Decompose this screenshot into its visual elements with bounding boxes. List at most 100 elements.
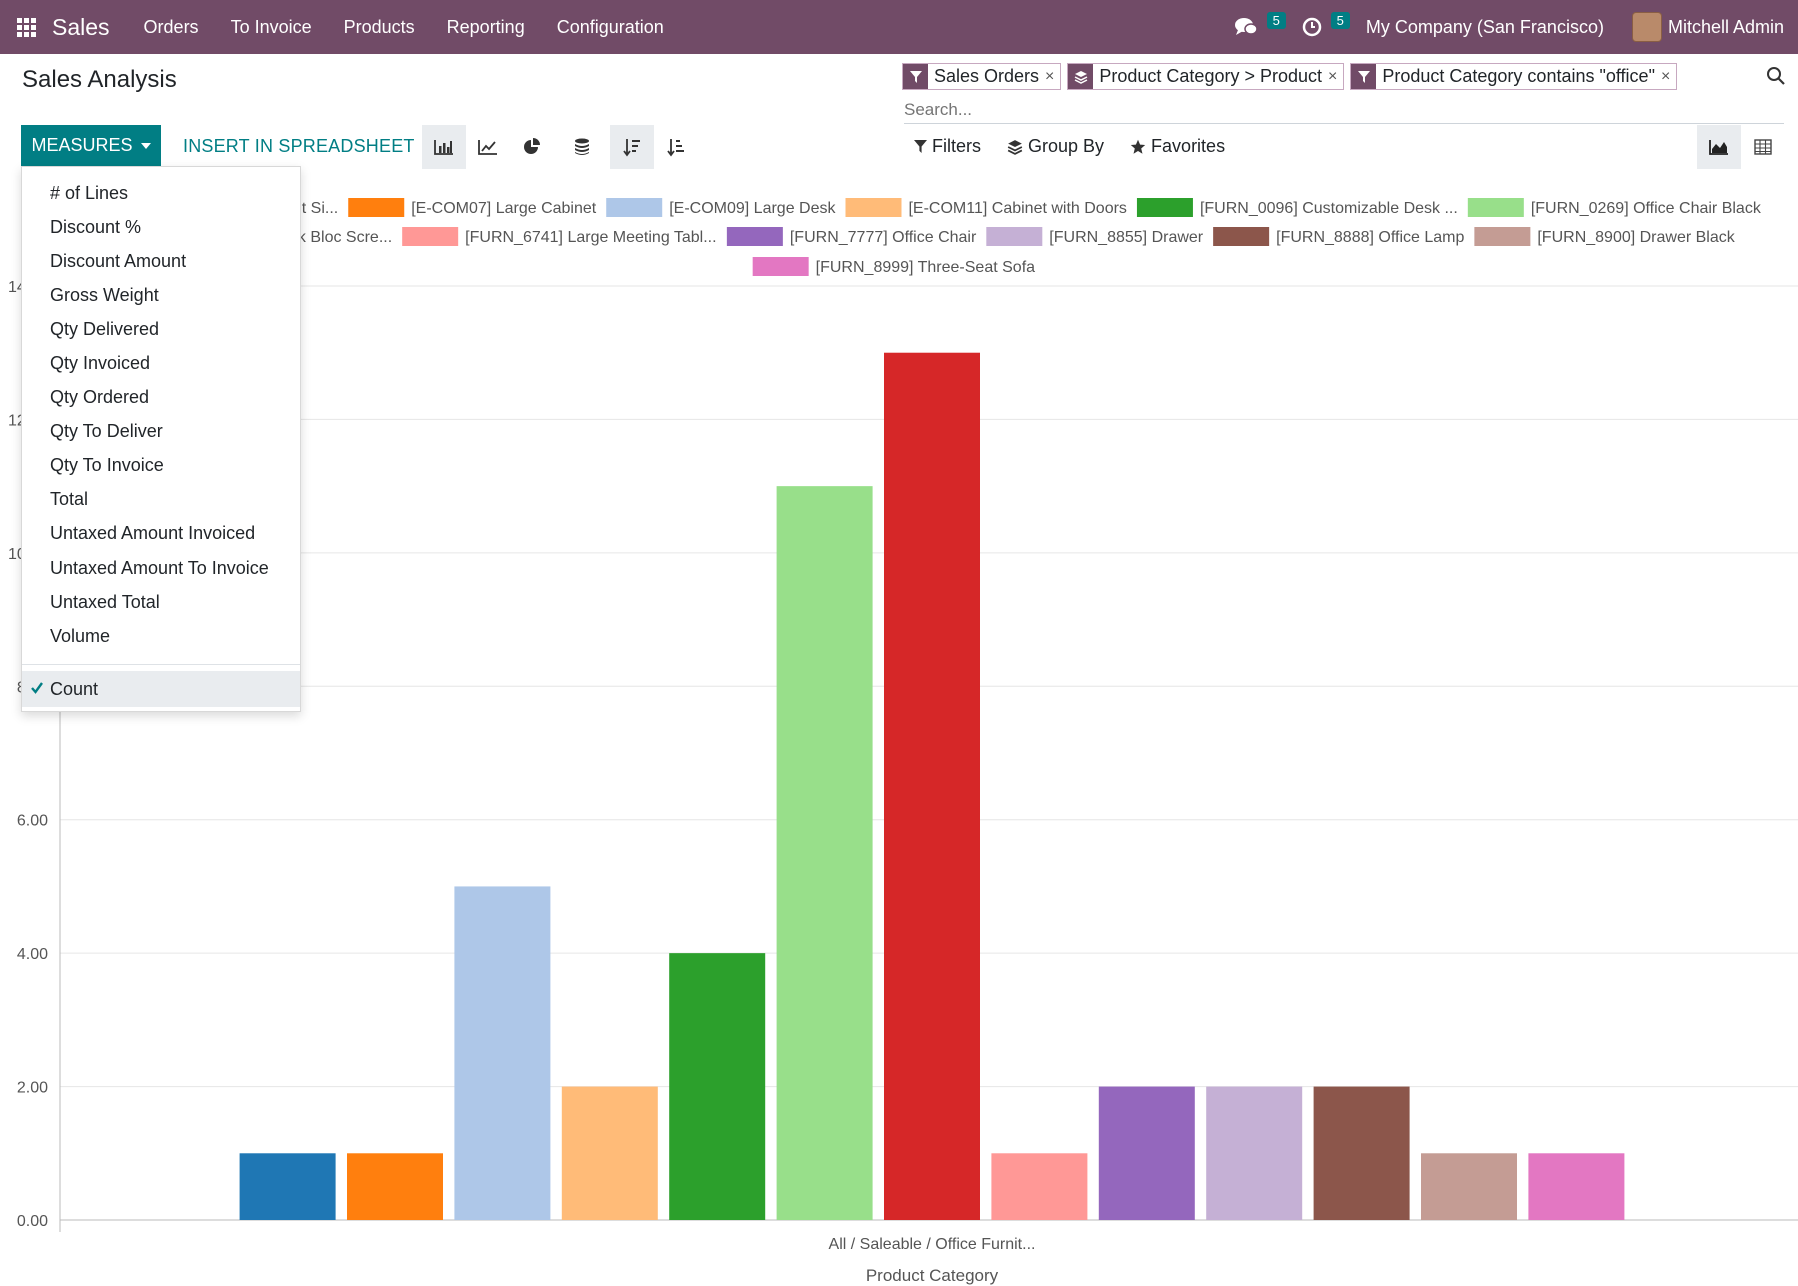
clock-icon [1302, 17, 1322, 37]
measure-untaxed-amount-to-invoice[interactable]: Untaxed Amount To Invoice [50, 557, 269, 578]
bar[interactable] [1098, 1086, 1195, 1220]
facet-sales-orders[interactable]: Sales Orders × [902, 63, 1062, 90]
favorites-button[interactable]: Favorites [1130, 136, 1225, 157]
bar[interactable] [1206, 1086, 1303, 1220]
messages-button[interactable]: 5 [1220, 0, 1288, 54]
search-input[interactable] [904, 96, 1784, 124]
activities-button[interactable]: 5 [1288, 0, 1352, 54]
measure-gross-weight[interactable]: Gross Weight [50, 284, 159, 305]
measure-qty-to-invoice[interactable]: Qty To Invoice [50, 455, 164, 476]
user-menu[interactable]: Mitchell Admin [1618, 0, 1798, 54]
close-icon[interactable]: × [1045, 67, 1055, 85]
legend-label[interactable]: [FURN_8999] Three-Seat Sofa [816, 259, 1035, 276]
company-switcher[interactable]: My Company (San Francisco) [1365, 16, 1604, 37]
sort-descending-button[interactable] [610, 125, 654, 169]
app-menu-icon[interactable] [0, 0, 52, 54]
chart-legend: [E-COM06] Corner Desk Right Si...[E-COM0… [27, 198, 1762, 276]
legend-swatch[interactable] [845, 198, 902, 217]
y-tick-label: 0.00 [17, 1213, 48, 1230]
bar[interactable] [669, 953, 766, 1220]
measure-untaxed-total[interactable]: Untaxed Total [50, 591, 160, 612]
legend-swatch[interactable] [402, 227, 459, 246]
bar[interactable] [884, 352, 980, 1220]
bar[interactable] [454, 886, 551, 1220]
bar[interactable] [1421, 1153, 1517, 1220]
menu-orders[interactable]: Orders [143, 16, 199, 37]
sort-ascending-button[interactable] [654, 125, 698, 169]
bar[interactable] [1528, 1153, 1625, 1220]
legend-label[interactable]: [FURN_8900] Drawer Black [1537, 229, 1735, 246]
measure-qty-invoiced[interactable]: Qty Invoiced [50, 353, 151, 374]
legend-label[interactable]: [FURN_0269] Office Chair Black [1531, 200, 1762, 217]
y-tick-label: 6.00 [17, 813, 48, 830]
legend-swatch[interactable] [348, 198, 405, 217]
menu-reporting[interactable]: Reporting [446, 16, 525, 37]
measure-discount-percent[interactable]: Discount % [50, 216, 142, 237]
menu-to-invoice[interactable]: To Invoice [230, 16, 312, 37]
legend-label[interactable]: [E-COM11] Cabinet with Doors [908, 200, 1126, 217]
line-chart-button[interactable] [466, 125, 510, 169]
search-facets: Sales Orders × Product Category > Produc… [902, 63, 1678, 90]
facet-group-by[interactable]: Product Category > Product × [1067, 63, 1345, 90]
legend-swatch[interactable] [1213, 227, 1270, 246]
legend-label[interactable]: [FURN_7777] Office Chair [790, 229, 977, 246]
close-icon[interactable]: × [1660, 67, 1671, 85]
y-tick-label: 4.00 [17, 946, 48, 963]
filter-icon [903, 64, 928, 89]
bar-chart-button[interactable] [422, 125, 466, 169]
legend-swatch[interactable] [606, 198, 663, 217]
measures-label: MEASURES [31, 135, 133, 155]
messages-badge: 5 [1266, 12, 1286, 29]
menu-configuration[interactable]: Configuration [556, 16, 664, 37]
app-brand[interactable]: Sales [52, 13, 110, 40]
bar[interactable] [991, 1153, 1088, 1220]
legend-swatch[interactable] [986, 227, 1043, 246]
view-switcher [1697, 125, 1785, 169]
bar[interactable] [561, 1086, 658, 1220]
group-by-button[interactable]: Group By [1007, 136, 1104, 157]
measure-volume[interactable]: Volume [50, 625, 111, 646]
legend-swatch[interactable] [726, 227, 783, 246]
facet-category-filter[interactable]: Product Category contains "office" × [1350, 63, 1678, 90]
area-chart-icon [1709, 140, 1728, 155]
measure-untaxed-amount-invoiced[interactable]: Untaxed Amount Invoiced [50, 523, 256, 544]
legend-swatch[interactable] [752, 257, 809, 276]
legend-label[interactable]: [FURN_8888] Office Lamp [1276, 229, 1464, 246]
page-title[interactable]: Sales Analysis [22, 66, 177, 93]
measure-lines[interactable]: # of Lines [50, 182, 129, 203]
stacked-button[interactable] [560, 125, 604, 169]
pie-chart-button[interactable] [510, 125, 554, 169]
legend-swatch[interactable] [1474, 227, 1531, 246]
measure-total[interactable]: Total [50, 489, 89, 510]
legend-label[interactable]: [E-COM07] Large Cabinet [411, 200, 597, 217]
legend-swatch[interactable] [1467, 198, 1524, 217]
graph-view-button[interactable] [1697, 125, 1741, 169]
activities-badge: 5 [1330, 12, 1350, 29]
bar[interactable] [1313, 1086, 1410, 1220]
bar[interactable] [347, 1153, 443, 1220]
menu-products[interactable]: Products [343, 16, 415, 37]
search-icon[interactable] [1766, 66, 1786, 86]
pie-chart-icon [524, 138, 540, 154]
check-icon [31, 682, 43, 695]
filters-button[interactable]: Filters [914, 136, 981, 157]
legend-label[interactable]: [FURN_0096] Customizable Desk ... [1200, 200, 1458, 217]
filter-icon [914, 140, 927, 153]
measure-qty-ordered[interactable]: Qty Ordered [50, 387, 150, 408]
measure-qty-to-deliver[interactable]: Qty To Deliver [50, 421, 163, 442]
legend-label[interactable]: [E-COM09] Large Desk [669, 200, 836, 217]
insert-spreadsheet-button[interactable]: INSERT IN SPREADSHEET [183, 136, 415, 156]
legend-label[interactable]: [FURN_6741] Large Meeting Tabl... [465, 229, 716, 246]
layers-icon [1007, 139, 1023, 155]
bar[interactable] [776, 486, 873, 1221]
bar[interactable] [239, 1153, 336, 1220]
measure-count[interactable]: Count [22, 671, 300, 708]
legend-label[interactable]: [FURN_8855] Drawer [1049, 229, 1204, 246]
sort-descending-icon [623, 139, 640, 157]
measures-button[interactable]: MEASURES [21, 125, 161, 166]
close-icon[interactable]: × [1328, 67, 1338, 85]
measure-qty-delivered[interactable]: Qty Delivered [50, 318, 160, 339]
legend-swatch[interactable] [1136, 198, 1193, 217]
pivot-view-button[interactable] [1741, 125, 1785, 169]
measure-discount-amount[interactable]: Discount Amount [50, 250, 187, 271]
